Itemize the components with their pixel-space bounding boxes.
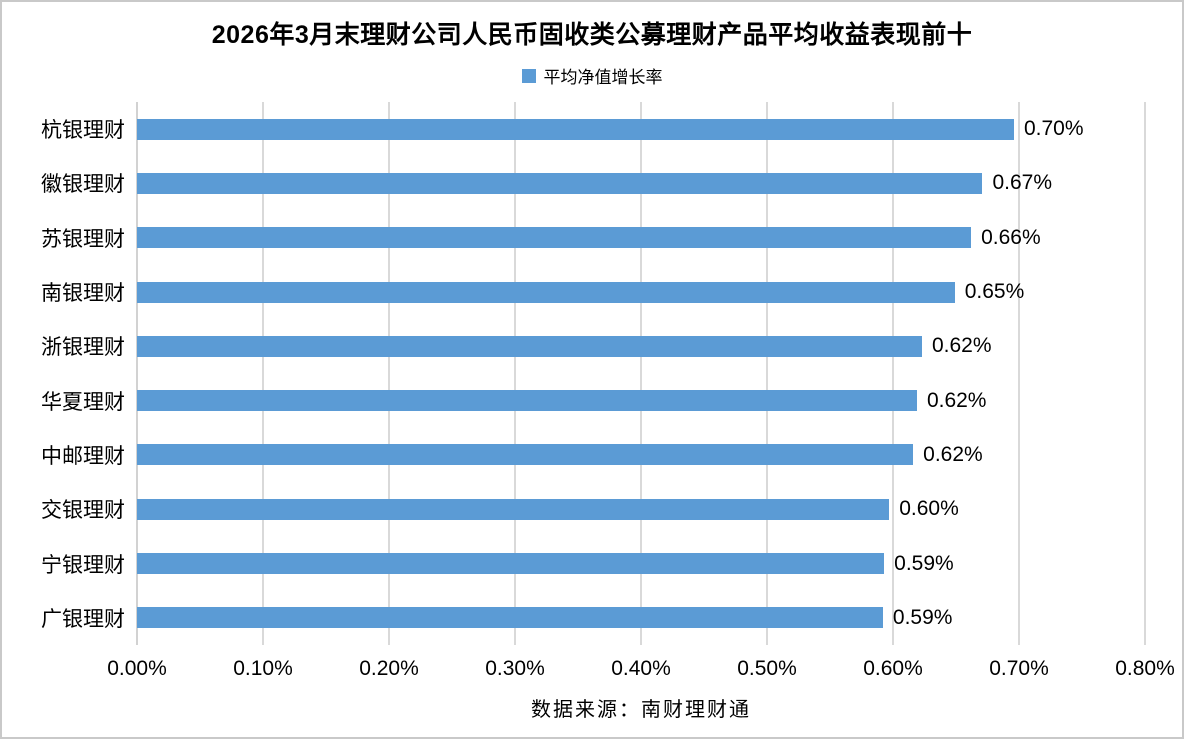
x-tick-label: 0.00% bbox=[107, 657, 167, 680]
bar-row: 0.62% bbox=[137, 428, 1145, 482]
bar bbox=[137, 335, 922, 357]
bar-value-label: 0.62% bbox=[926, 388, 987, 412]
bar-value-label: 0.59% bbox=[892, 605, 953, 629]
x-tick-label: 0.40% bbox=[611, 657, 671, 680]
gridline bbox=[1018, 102, 1020, 645]
bar bbox=[137, 118, 1014, 140]
category-label: 广银理财 bbox=[41, 607, 125, 631]
bar-value-label: 0.59% bbox=[894, 551, 954, 575]
gridline bbox=[640, 102, 642, 645]
gridline bbox=[766, 102, 768, 645]
plot-area: 0.70% 0.67% 0.66% 0.65% 0.62% 0.62% 0.62% 0.60%… bbox=[136, 102, 1146, 645]
bar-row: 0.67% bbox=[137, 156, 1145, 210]
category-label: 苏银理财 bbox=[41, 227, 125, 251]
category-label: 浙银理财 bbox=[41, 336, 125, 360]
bar bbox=[137, 553, 885, 575]
legend-swatch-icon bbox=[521, 68, 536, 83]
bar-row: 0.70% bbox=[137, 102, 1145, 156]
category-label: 交银理财 bbox=[41, 499, 125, 523]
x-tick-label: 0.30% bbox=[485, 657, 545, 680]
category-label: 宁银理财 bbox=[41, 553, 125, 577]
chart-title: 2026年3月末理财公司人民币固收类公募理财产品平均收益表现前十 bbox=[211, 21, 973, 49]
gridline bbox=[262, 102, 264, 645]
bar-rows: 0.70% 0.67% 0.66% 0.65% 0.62% 0.62% 0.62% 0.60%… bbox=[137, 102, 1145, 645]
bar-value-label: 0.66% bbox=[981, 225, 1041, 249]
category-axis-labels: 杭银理财徽银理财苏银理财南银理财浙银理财华夏理财中邮理财交银理财宁银理财广银理财 bbox=[2, 102, 125, 645]
gridline bbox=[892, 102, 894, 645]
bar-row: 0.65% bbox=[137, 265, 1145, 319]
chart-legend: 平均净值增长率 bbox=[2, 63, 1182, 88]
bar-value-label: 0.65% bbox=[964, 280, 1025, 304]
category-label: 杭银理财 bbox=[41, 119, 125, 143]
category-label: 中邮理财 bbox=[41, 444, 125, 468]
bar bbox=[137, 172, 983, 194]
bar-value-label: 0.70% bbox=[1023, 117, 1084, 141]
bar-row: 0.62% bbox=[137, 373, 1145, 427]
category-label: 南银理财 bbox=[41, 282, 125, 306]
gridline bbox=[388, 102, 390, 645]
category-label: 华夏理财 bbox=[41, 390, 125, 414]
bar-value-label: 0.62% bbox=[931, 334, 992, 358]
gridline bbox=[1144, 102, 1146, 645]
bar-row: 0.59% bbox=[137, 591, 1145, 645]
bar bbox=[137, 390, 917, 412]
x-tick-label: 0.20% bbox=[359, 657, 419, 680]
bar bbox=[137, 227, 972, 249]
category-label: 徽银理财 bbox=[41, 173, 125, 197]
bar-row: 0.60% bbox=[137, 482, 1145, 536]
x-tick-label: 0.60% bbox=[863, 657, 923, 680]
value-axis-labels: 0.00% 0.10% 0.20% 0.30% 0.40% 0.50% 0.60% 0.70%… bbox=[107, 655, 1175, 683]
bar bbox=[137, 607, 883, 629]
legend-label: 平均净值增长率 bbox=[543, 68, 663, 87]
bar-row: 0.66% bbox=[137, 211, 1145, 265]
gridline bbox=[514, 102, 516, 645]
x-tick-label: 0.80% bbox=[1115, 657, 1175, 680]
bar bbox=[137, 498, 890, 520]
axis-line bbox=[136, 102, 138, 645]
bar-value-label: 0.62% bbox=[923, 442, 983, 466]
bar-row: 0.62% bbox=[137, 319, 1145, 373]
x-tick-label: 0.50% bbox=[737, 657, 797, 680]
data-source-note: 数据来源：南财理财通 bbox=[531, 699, 751, 721]
bar bbox=[137, 444, 914, 466]
gridlines bbox=[136, 102, 1146, 645]
bar-value-label: 0.60% bbox=[899, 497, 959, 521]
x-tick-label: 0.70% bbox=[989, 657, 1049, 680]
bar-row: 0.59% bbox=[137, 536, 1145, 590]
x-tick-label: 0.10% bbox=[233, 657, 293, 680]
bar-value-label: 0.67% bbox=[992, 171, 1052, 195]
bar bbox=[137, 281, 955, 303]
